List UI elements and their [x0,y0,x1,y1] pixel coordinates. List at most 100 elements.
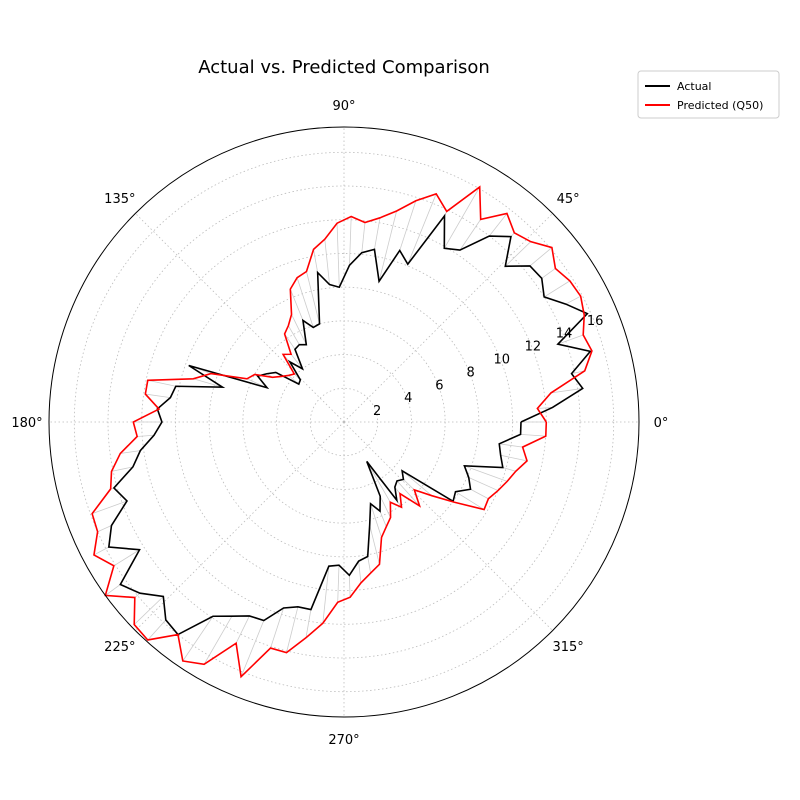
residual-connector [378,210,397,282]
residual-connector [504,241,532,267]
residual-connector [240,620,265,677]
angular-gridline [343,213,553,423]
residual-connector [284,333,296,350]
angle-tick-label: 270° [328,733,359,748]
residual-connector [468,477,499,491]
residual-connector [193,378,223,388]
residual-connector [145,393,171,398]
residual-connector [502,467,516,472]
radial-tick-label: 10 [493,352,510,367]
residual-connector [147,379,176,387]
radial-gridline [208,286,480,558]
residual-connector [571,370,585,375]
residual-connector [286,606,299,653]
residual-connector [464,465,508,482]
residual-connector [105,584,121,596]
residual-connector [137,434,155,437]
residual-connector [113,549,140,567]
angle-tick-label: 180° [11,416,42,431]
residual-connector [499,443,523,448]
angular-gridline [135,213,345,423]
residual-connector [550,388,583,394]
residual-connector [565,295,581,305]
residual-connector [337,565,340,603]
radial-gridline [276,354,412,490]
residual-connector [235,615,250,644]
residual-connector [367,556,372,574]
residual-connector [306,271,320,324]
residual-connector [370,503,382,538]
residual-connector [459,219,482,251]
residual-connector [537,407,553,409]
residual-connector [500,454,528,462]
residual-connector [455,491,485,510]
residual-connector [291,314,307,345]
angle-tick-label: 225° [104,640,135,655]
residual-connector [358,561,362,583]
residual-connector [401,470,433,496]
residual-connector [147,619,167,641]
radial-tick-label: 12 [525,340,542,355]
residual-connector [289,288,304,321]
residual-connector [470,488,489,500]
residual-connector [91,500,128,515]
residual-connector [313,249,319,273]
residual-connector [270,607,284,649]
residual-connector [97,525,112,533]
residual-connector [296,277,314,328]
residual-connector [399,200,417,251]
residual-connector [529,247,553,267]
residual-connector [111,466,134,472]
radial-gridline [73,151,615,693]
residual-connector [203,615,233,665]
radial-gridline [309,387,379,457]
legend: Actual Predicted (Q50) [637,70,780,119]
radial-tick-label: 6 [435,378,443,393]
series-lines [91,185,593,679]
angle-tick-label: 45° [557,192,580,207]
residual-connector [369,524,380,565]
radial-tick-label: 2 [373,404,381,419]
legend-label-predicted: Predicted (Q50) [677,99,763,112]
residual-connector [182,616,214,662]
residual-connector [134,592,141,598]
residual-connector [324,239,330,285]
residual-connector [336,223,340,288]
residual-connector [348,575,351,598]
residual-connector [288,325,300,345]
legend-box [637,70,780,119]
series-line-actual [107,213,592,636]
residual-connector [349,216,352,266]
residual-connector [374,217,381,250]
chart-title: Actual vs. Predicted Comparison [198,57,490,78]
residual-connector [543,280,571,298]
residual-connector [379,496,391,518]
radial-tick-label: 8 [466,365,474,380]
series-line-predicted [91,185,593,679]
angle-tick-label: 0° [654,416,669,431]
residual-connector [403,479,415,491]
radial-tick-label: 14 [556,327,573,342]
residual-connectors [91,186,593,677]
angle-tick-label: 315° [552,640,583,655]
residual-connector [120,450,141,454]
residual-connector [443,186,481,249]
radial-tick-label: 4 [404,391,412,406]
residual-connector [305,609,312,638]
residual-connector [396,480,420,507]
residual-connector [133,596,164,625]
residual-connector [407,193,437,265]
residual-connector [520,433,546,437]
residual-connector [541,268,556,279]
angle-tick-label: 90° [332,99,355,114]
legend-label-actual: Actual [677,80,711,93]
residual-connector [290,354,303,370]
residual-connector [322,566,330,624]
residual-connector [557,334,584,345]
angular-gridline [343,421,553,631]
angle-tick-label: 135° [104,192,135,207]
residual-connector [366,461,391,503]
radial-tick-label: 16 [587,314,604,329]
tick-labels: 2 4 6 8 10 12 14 16 0° 45° 90° 135° 180° 225° 270° 315° [11,99,668,748]
